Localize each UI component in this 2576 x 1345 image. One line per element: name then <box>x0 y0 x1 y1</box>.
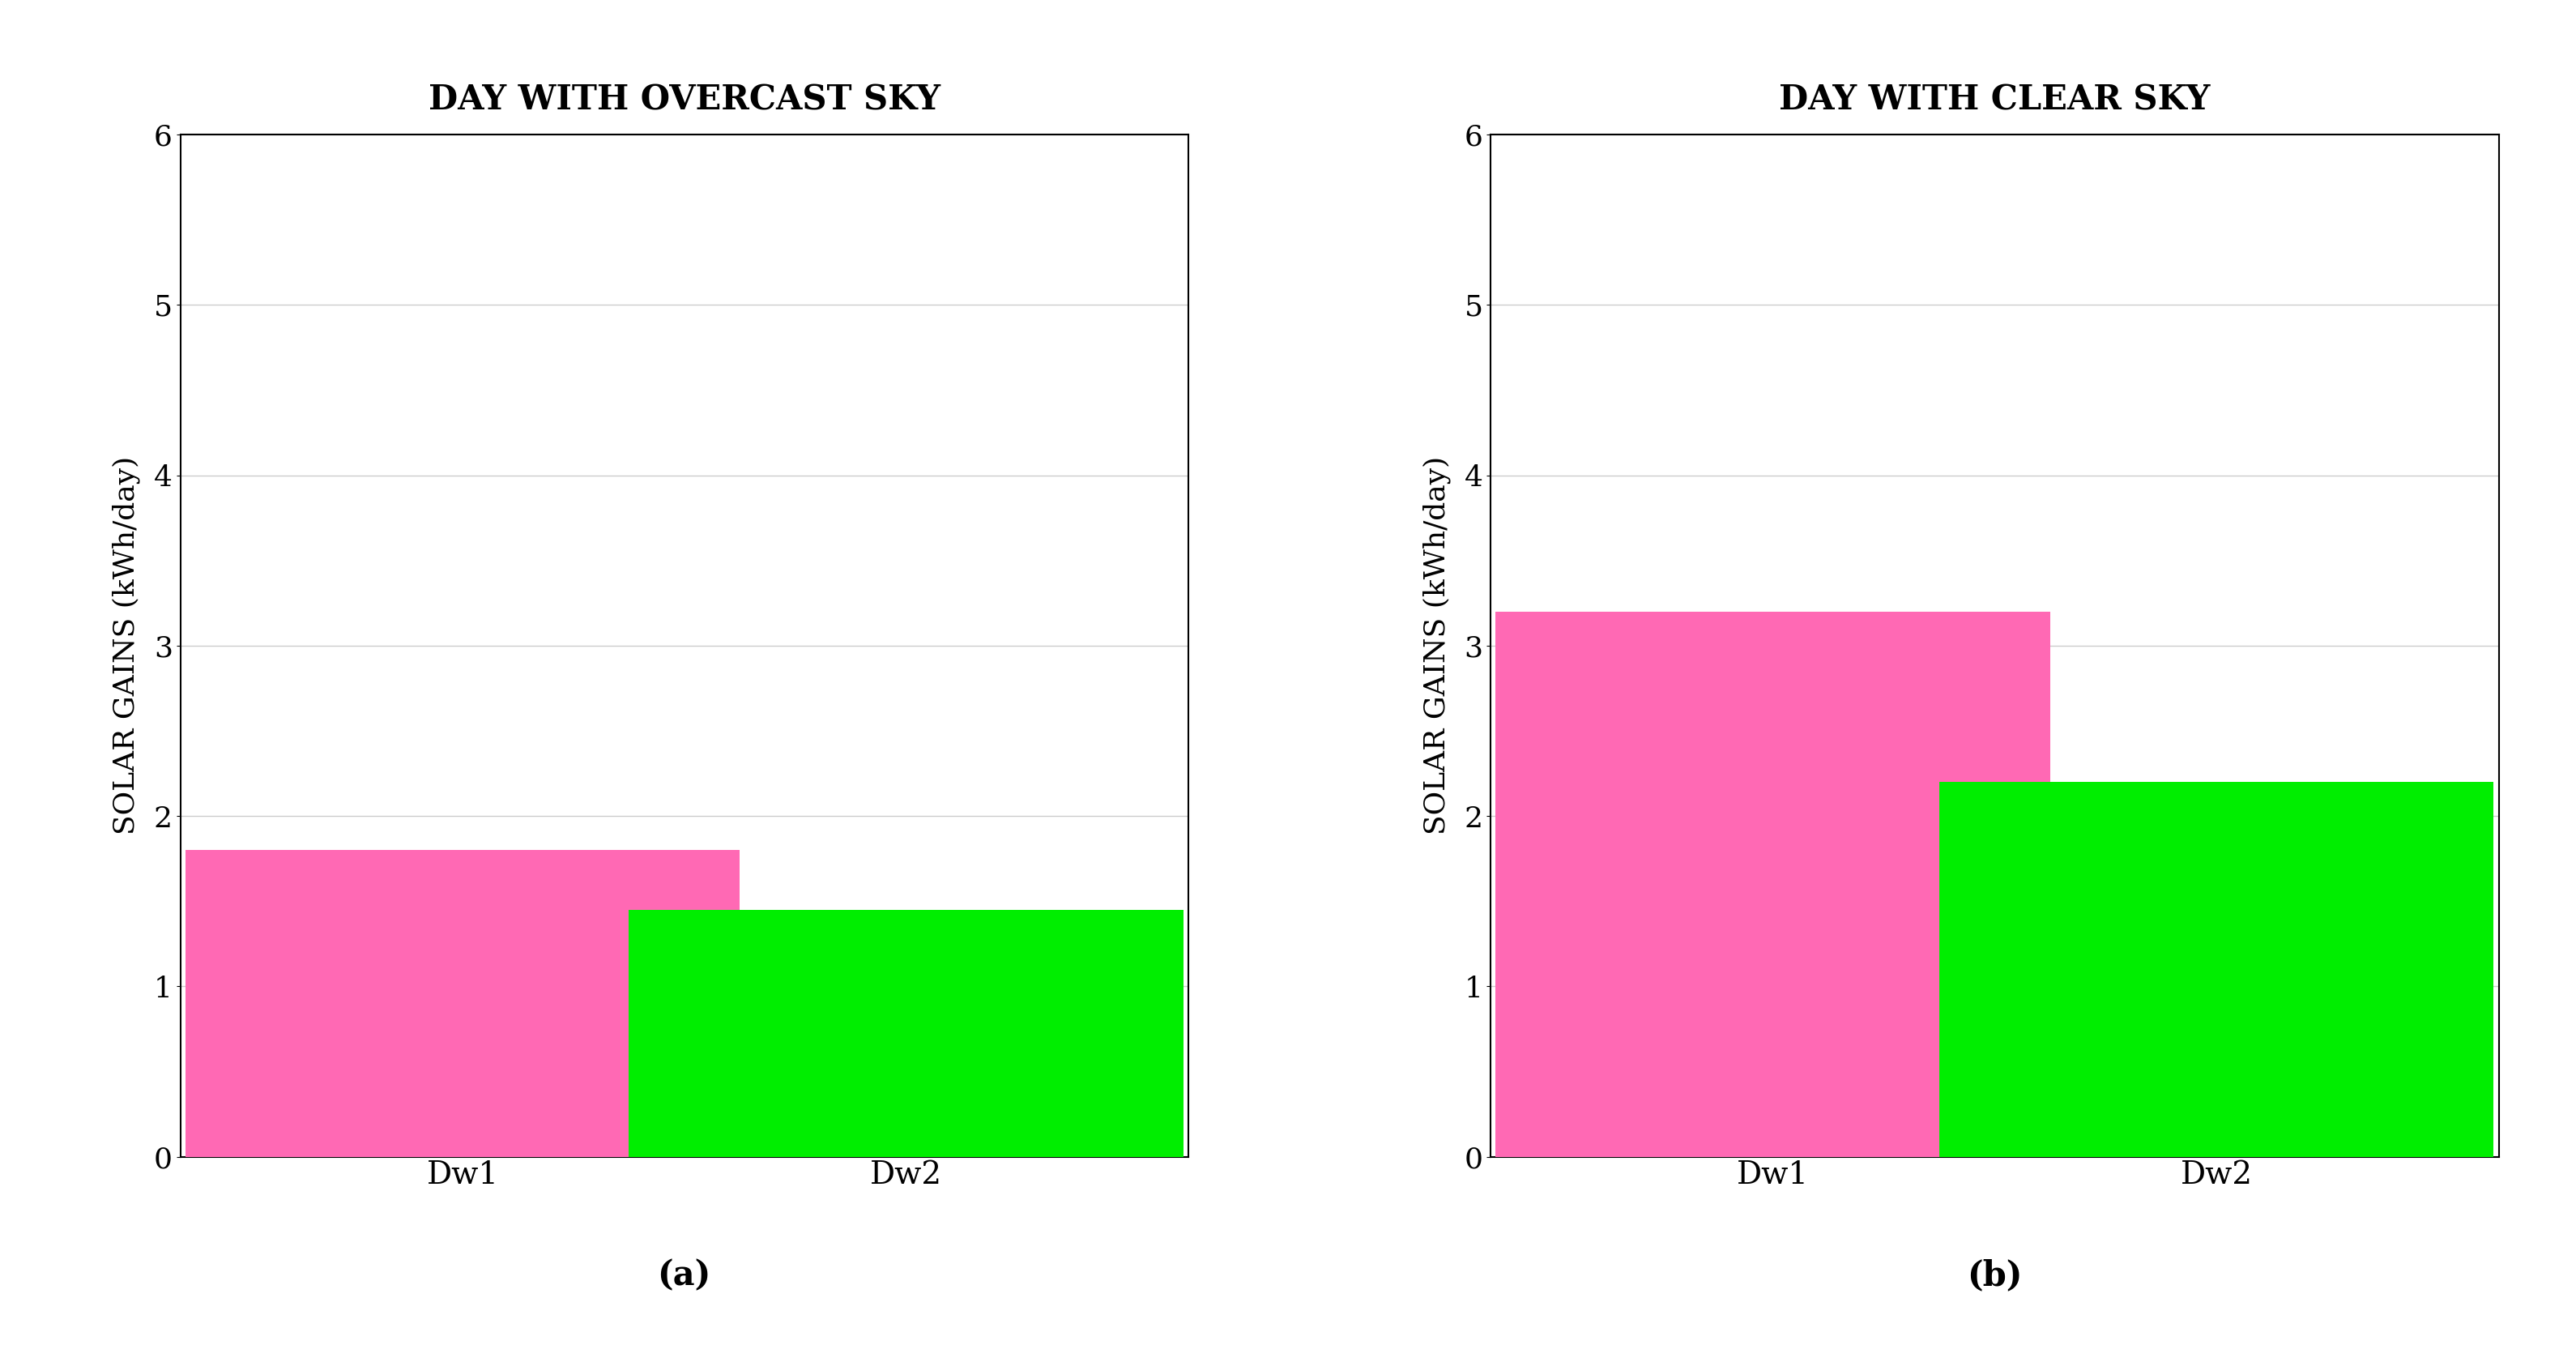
Text: (a): (a) <box>657 1259 711 1293</box>
Title: DAY WITH CLEAR SKY: DAY WITH CLEAR SKY <box>1780 83 2210 117</box>
Bar <box>1497 612 2050 1157</box>
Bar <box>1940 781 2494 1157</box>
Text: (b): (b) <box>1968 1259 2022 1293</box>
Y-axis label: SOLAR GAINS (kWh/day): SOLAR GAINS (kWh/day) <box>1422 456 1450 835</box>
Y-axis label: SOLAR GAINS (kWh/day): SOLAR GAINS (kWh/day) <box>113 456 139 835</box>
Title: DAY WITH OVERCAST SKY: DAY WITH OVERCAST SKY <box>428 83 940 117</box>
Bar <box>185 850 739 1157</box>
Bar <box>629 909 1182 1157</box>
